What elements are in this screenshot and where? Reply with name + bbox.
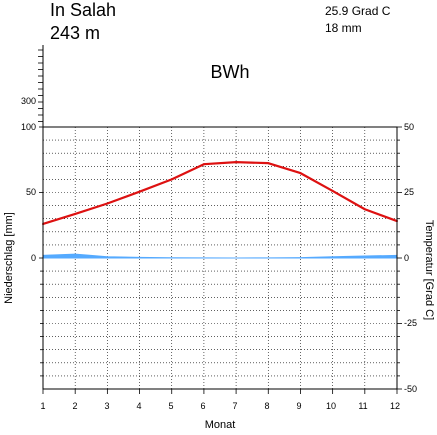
x-tick-labels: 1 2 3 4 5 6 7 8 9 10 11 12: [40, 401, 400, 411]
temperature-point: [235, 161, 237, 163]
temperature-line: [42, 161, 398, 225]
temperature-point: [299, 172, 301, 174]
temp-tick-label: 50: [404, 122, 414, 132]
annual-precipitation: 18 mm: [325, 21, 362, 35]
precipitation-fill: [43, 254, 397, 258]
station-name: In Salah: [50, 0, 116, 20]
precip-tick-label: 100: [21, 122, 36, 132]
temp-tick-label: 0: [404, 253, 409, 263]
x-tick-label: 8: [264, 401, 269, 411]
precipitation-area: [43, 254, 397, 258]
x-tick-label: 12: [390, 401, 400, 411]
x-tick-label: 11: [358, 401, 367, 411]
precip-tick-label: 50: [26, 187, 36, 197]
temperature-point: [364, 208, 366, 210]
x-tick-label: 5: [168, 401, 173, 411]
temp-tick-label: -25: [404, 318, 417, 328]
temperature-point: [203, 163, 205, 165]
station-elevation: 243 m: [50, 23, 100, 43]
mean-temperature: 25.9 Grad C: [325, 4, 391, 18]
x-tick-label: 4: [136, 401, 141, 411]
axes: [38, 45, 402, 394]
x-tick-label: 6: [200, 401, 205, 411]
temperature-point: [332, 190, 334, 192]
x-tick-label: 10: [326, 401, 336, 411]
precip-tick-label: 0: [31, 253, 36, 263]
climate-class: BWh: [210, 62, 249, 82]
temperature-point: [106, 203, 108, 205]
x-axis-label: Monat: [205, 419, 236, 430]
precip-tick-label: 300: [21, 96, 36, 106]
right-axis-label: Temperatur [Grad C]: [423, 220, 435, 320]
x-tick-label: 1: [40, 401, 45, 411]
temperature-point: [171, 178, 173, 180]
temp-tick-label: 25: [404, 187, 414, 197]
x-tick-label: 3: [104, 401, 109, 411]
x-tick-label: 2: [72, 401, 77, 411]
temperature-polyline: [43, 162, 397, 224]
temperature-point: [267, 162, 269, 164]
x-tick-label: 9: [296, 401, 301, 411]
temperature-point: [74, 213, 76, 215]
left-axis-label: Niederschlag [mm]: [3, 212, 15, 304]
temp-tick-label: -50: [404, 384, 417, 394]
temperature-point: [139, 191, 141, 193]
x-tick-label: 7: [232, 401, 237, 411]
